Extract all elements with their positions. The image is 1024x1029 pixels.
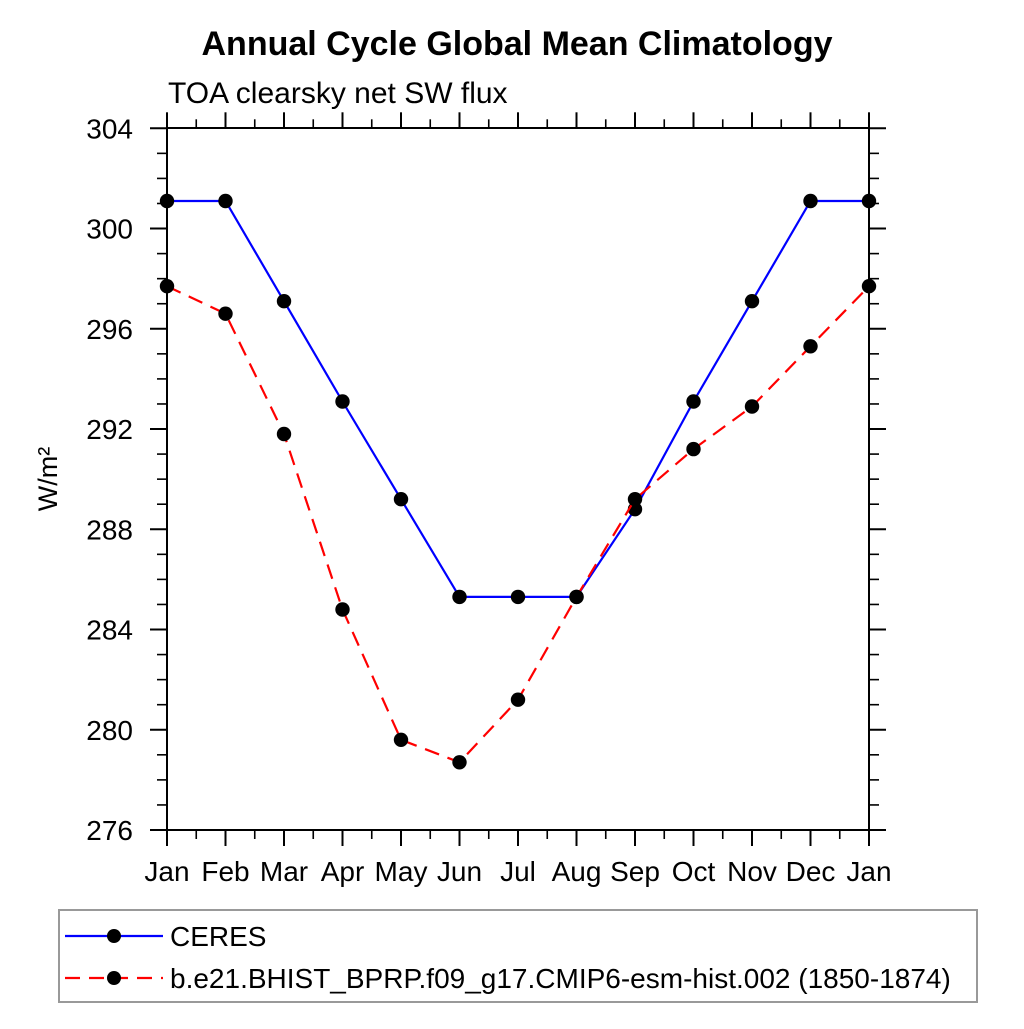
series-line xyxy=(167,199,869,598)
y-tick-label: 300 xyxy=(86,214,133,245)
data-point-marker xyxy=(686,394,701,409)
y-tick-label: 296 xyxy=(86,314,133,345)
x-tick-label: Mar xyxy=(260,856,308,887)
series-model xyxy=(159,279,877,770)
data-point-marker xyxy=(276,426,292,442)
y-tick-label: 304 xyxy=(86,113,133,144)
data-point-marker xyxy=(803,339,818,354)
data-series xyxy=(159,193,877,770)
data-point-marker xyxy=(452,589,467,605)
axis-ticks xyxy=(150,112,886,846)
legend-label-model: b.e21.BHIST_BPRP.f09_g17.CMIP6-esm-hist.… xyxy=(170,963,951,994)
y-axis-label: W/m² xyxy=(33,447,63,511)
y-tick-label: 276 xyxy=(86,815,133,846)
y-tick-label: 288 xyxy=(86,514,133,545)
data-point-marker xyxy=(393,732,409,747)
data-point-marker xyxy=(686,441,701,457)
legend-marker-dot-icon xyxy=(107,971,121,985)
data-point-marker xyxy=(510,589,526,605)
data-point-marker xyxy=(159,279,175,294)
data-point-marker xyxy=(159,193,175,209)
chart-subtitle: TOA clearsky net SW flux xyxy=(168,77,508,110)
data-point-marker xyxy=(452,755,467,770)
x-tick-label: Apr xyxy=(321,856,365,887)
x-tick-label: May xyxy=(375,856,428,887)
legend-marker-dot-icon xyxy=(107,929,121,943)
data-point-marker xyxy=(276,294,292,309)
data-point-marker xyxy=(335,394,350,409)
y-tick-label: 292 xyxy=(86,414,133,445)
x-tick-label: Dec xyxy=(786,856,836,887)
legend-box xyxy=(58,909,978,1003)
x-tick-label: Jan xyxy=(846,856,891,887)
data-point-marker xyxy=(744,399,760,414)
data-point-marker xyxy=(218,193,233,209)
legend-entry-model: b.e21.BHIST_BPRP.f09_g17.CMIP6-esm-hist.… xyxy=(65,963,951,994)
x-tick-label: Oct xyxy=(672,856,716,887)
x-tick-label: Sep xyxy=(610,856,660,887)
data-point-marker xyxy=(627,492,643,507)
y-tick-label: 284 xyxy=(86,615,133,646)
data-point-marker xyxy=(393,492,409,507)
x-tick-label: Nov xyxy=(727,856,777,887)
series-ceres xyxy=(159,193,877,605)
chart-title: Annual Cycle Global Mean Climatology xyxy=(202,25,833,63)
y-tick-label: 280 xyxy=(86,715,133,746)
legend: CERES b.e21.BHIST_BPRP.f09_g17.CMIP6-esm… xyxy=(58,909,978,1003)
x-tick-label: Jan xyxy=(144,856,189,887)
data-point-marker xyxy=(569,589,584,605)
data-point-marker xyxy=(861,193,877,209)
data-point-marker xyxy=(861,279,877,294)
data-point-marker xyxy=(510,692,526,707)
plot-frame xyxy=(166,127,870,831)
data-point-marker xyxy=(803,193,818,209)
legend-entry-ceres: CERES xyxy=(65,921,266,952)
data-point-marker xyxy=(335,602,350,617)
x-tick-label: Jul xyxy=(500,856,536,887)
x-tick-label: Aug xyxy=(552,856,602,887)
x-tick-labels: Jan Feb Mar Apr May Jun Jul Aug Sep Oct Nov Dec Jan xyxy=(144,856,891,887)
series-line xyxy=(166,285,870,764)
data-point-marker xyxy=(744,294,760,309)
y-tick-labels: 276 280 284 288 292 296 300 304 xyxy=(86,113,133,846)
x-tick-label: Feb xyxy=(201,856,249,887)
x-tick-label: Jun xyxy=(437,856,482,887)
legend-label-ceres: CERES xyxy=(170,921,266,952)
data-point-marker xyxy=(218,306,233,321)
